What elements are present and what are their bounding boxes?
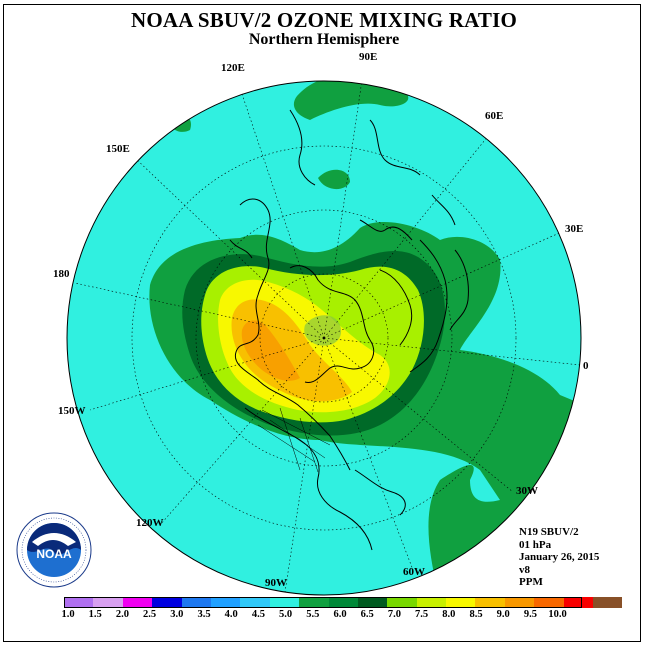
color-legend bbox=[64, 597, 623, 608]
legend-swatch bbox=[122, 597, 153, 608]
legend-swatch bbox=[269, 597, 300, 608]
state-boundaries bbox=[257, 407, 331, 473]
legend-tick-label: 5.5 bbox=[306, 609, 320, 620]
legend-tick-label: 1.5 bbox=[88, 609, 102, 620]
map-boundary bbox=[66, 80, 582, 596]
legend-tick-label: 6.0 bbox=[333, 609, 347, 620]
lon-label-90w: 90W bbox=[265, 577, 287, 589]
lon-label-120w: 120W bbox=[136, 517, 164, 529]
level-label: 01 hPa bbox=[519, 538, 552, 551]
legend-tick-label: 6.5 bbox=[360, 609, 374, 620]
map-title: NOAA SBUV/2 OZONE MIXING RATIO bbox=[131, 8, 517, 32]
lon-label-60w: 60W bbox=[403, 566, 425, 578]
legend-tick-label: 5.0 bbox=[279, 609, 293, 620]
legend-tick-label: 4.5 bbox=[251, 609, 265, 620]
ozone-contour-8.5 bbox=[241, 320, 300, 381]
legend-tick-label: 7.5 bbox=[415, 609, 429, 620]
legend-swatch bbox=[152, 597, 182, 608]
legend-swatch bbox=[504, 597, 535, 608]
lon-label-30e: 30E bbox=[565, 223, 584, 235]
lon-label-0: 0 bbox=[583, 360, 589, 372]
date-label: January 26, 2015 bbox=[519, 551, 600, 563]
legend-tick-label: 4.0 bbox=[224, 609, 238, 620]
lon-label-150w: 150W bbox=[58, 405, 86, 417]
legend-tick-label: 2.0 bbox=[115, 609, 129, 620]
legend-swatch bbox=[563, 597, 594, 608]
legend-swatch bbox=[446, 597, 476, 608]
legend-tick-label: 7.0 bbox=[387, 609, 401, 620]
legend-swatch bbox=[357, 597, 388, 608]
legend-tick-label: 3.0 bbox=[170, 609, 184, 620]
ozone-contour-5.0-blob bbox=[318, 169, 350, 190]
legend-tick-label: 3.5 bbox=[197, 609, 211, 620]
legend-swatch bbox=[210, 597, 241, 608]
legend-swatch bbox=[64, 597, 94, 608]
legend-tick-label: 8.0 bbox=[442, 609, 456, 620]
noaa-logo: NOAA bbox=[16, 512, 92, 588]
legend-tick-label: 9.0 bbox=[496, 609, 510, 620]
frame-border bbox=[3, 4, 641, 642]
lon-label-120e: 120E bbox=[221, 62, 245, 74]
legend-swatch bbox=[240, 597, 270, 608]
legend-swatch bbox=[593, 597, 623, 608]
legend-swatch bbox=[93, 597, 123, 608]
ozone-contour-5.0-east bbox=[167, 114, 191, 132]
coastlines bbox=[229, 109, 469, 551]
version-label: v8 bbox=[519, 563, 530, 576]
units-label: PPM bbox=[519, 576, 543, 588]
legend-swatch bbox=[475, 597, 505, 608]
satellite-label: N19 SBUV/2 bbox=[519, 526, 579, 538]
legend-tick-label: 8.5 bbox=[469, 609, 483, 620]
graticule bbox=[74, 81, 581, 593]
lon-label-30w: 30W bbox=[516, 485, 538, 497]
legend-tick-label: 10.0 bbox=[548, 609, 567, 620]
legend-tick-label: 1.0 bbox=[61, 609, 75, 620]
lon-label-150e: 150E bbox=[106, 143, 130, 155]
lon-label-60e: 60E bbox=[485, 110, 504, 122]
legend-swatch bbox=[299, 597, 329, 608]
legend-swatch bbox=[387, 597, 417, 608]
legend-swatch bbox=[416, 597, 447, 608]
info-block: N19 SBUV/2 01 hPa January 26, 2015 v8 PP… bbox=[519, 526, 599, 589]
legend-tick-label: 2.5 bbox=[143, 609, 157, 620]
legend-swatch bbox=[181, 597, 211, 608]
legend-swatch bbox=[328, 597, 358, 608]
lon-label-180: 180 bbox=[53, 268, 70, 280]
lon-label-90e: 90E bbox=[359, 51, 378, 63]
svg-text:NOAA: NOAA bbox=[36, 547, 72, 561]
ozone-contour-pole bbox=[304, 315, 342, 346]
map-subtitle: Northern Hemisphere bbox=[248, 31, 400, 48]
legend-tick-label: 9.5 bbox=[523, 609, 537, 620]
legend-swatch bbox=[534, 597, 564, 608]
